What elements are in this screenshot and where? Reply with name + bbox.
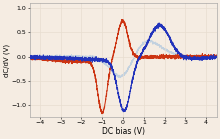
Y-axis label: dC/dV (V): dC/dV (V) bbox=[4, 44, 10, 77]
X-axis label: DC bias (V): DC bias (V) bbox=[102, 126, 145, 136]
